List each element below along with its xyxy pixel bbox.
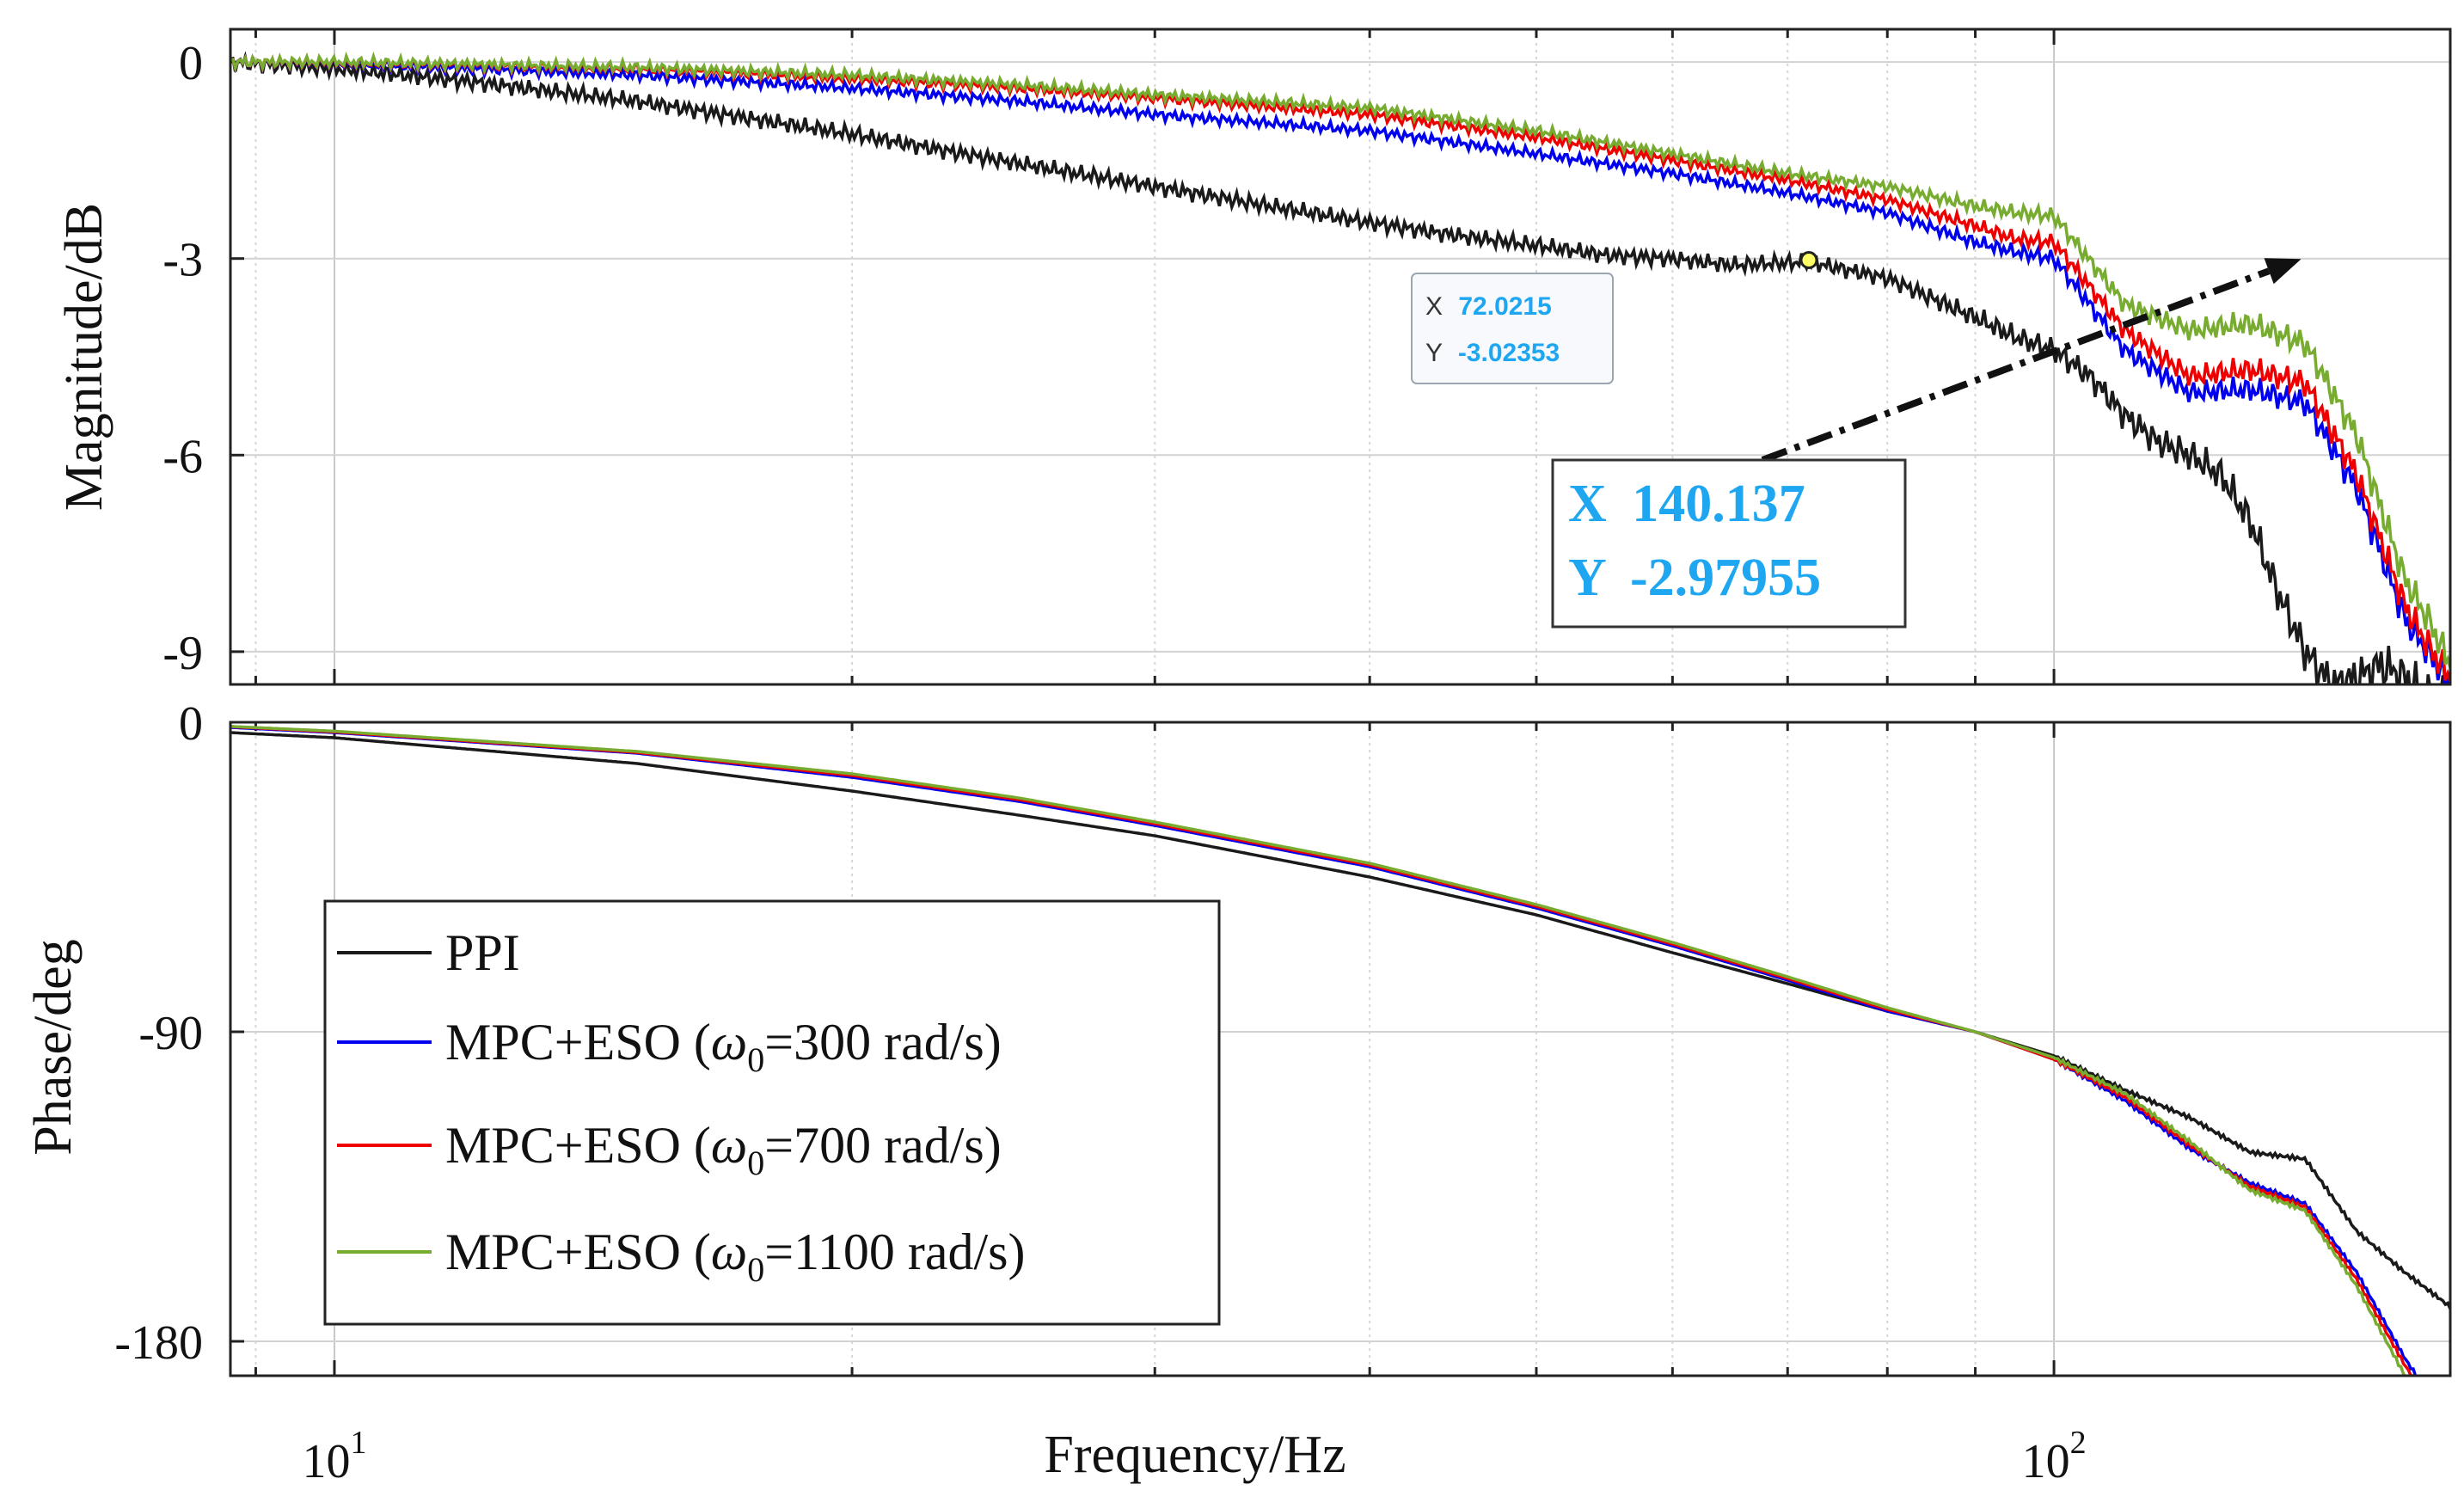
- legend: PPI MPC+ESO (ω0=300 rad/s) MPC+ESO (ω0=7…: [323, 899, 1221, 1326]
- legend-box: [323, 899, 1221, 1326]
- x-axis-label: Frequency/Hz: [1044, 1426, 1345, 1484]
- x-axis-ticks: 101 102: [302, 1425, 2086, 1488]
- mag-series-line-eso1100: [230, 51, 2450, 669]
- legend-eso1100-sub: 0: [747, 1250, 764, 1289]
- datatip-large-x-value: 140.137: [1632, 475, 1805, 533]
- datatip-large-y-label: Y: [1568, 549, 1606, 607]
- x-tick-10-exp: 1: [350, 1425, 366, 1461]
- datatip-large-y-row: Y -2.97955: [1568, 549, 1821, 607]
- datatip-small-y-value: -3.02353: [1458, 339, 1560, 367]
- ph-series-line-ppi: [230, 731, 2450, 1310]
- datatip-large-y-value: -2.97955: [1630, 549, 1821, 607]
- mag-y-tick-label: -9: [162, 627, 203, 680]
- legend-eso300-sub: 0: [747, 1040, 764, 1079]
- magnitude-y-label: Magnitude/dB: [55, 203, 113, 511]
- datatip-small-x-value: 72.0215: [1458, 292, 1551, 321]
- datatip-small[interactable]: X 72.0215 Y -3.02353: [1411, 250, 1818, 384]
- legend-eso1100-symbol: ω: [711, 1224, 747, 1280]
- magnitude-series: [230, 51, 2450, 684]
- legend-label-ppi: PPI: [445, 924, 520, 981]
- ph-y-tick-label: -180: [114, 1316, 203, 1370]
- phase-y-label: Phase/deg: [24, 939, 83, 1155]
- x-tick-label-100: 102: [2022, 1425, 2087, 1488]
- legend-eso1100-suffix: =1100 rad/s): [764, 1224, 1025, 1280]
- ph-series-line-eso1100: [230, 725, 2407, 1376]
- x-tick-100-base: 10: [2022, 1435, 2070, 1488]
- legend-eso700-suffix: =700 rad/s): [764, 1117, 1001, 1174]
- datatip-small-marker[interactable]: [1799, 250, 1818, 269]
- magnitude-axes-box: [229, 28, 2452, 686]
- magnitude-panel: 0 -3 -6 -9 Magnitude/dB X 72.0215 Y -3.0235…: [55, 28, 2452, 686]
- x-tick-10-base: 10: [302, 1435, 350, 1488]
- datatip-large-arrowhead: [2264, 258, 2302, 285]
- phase-axes-box: [229, 721, 2452, 1377]
- phase-y-ticks: 0 -90 -180: [114, 697, 244, 1370]
- legend-eso300-suffix: =300 rad/s): [764, 1014, 1001, 1070]
- legend-eso700-prefix: MPC+ESO (: [445, 1117, 711, 1174]
- datatip-large-box: [1551, 458, 1907, 629]
- ph-y-tick-label: 0: [179, 697, 203, 751]
- phase-panel: 0-90-180 Phase/deg PPI MPC+ESO (ω0=300 r…: [24, 697, 2452, 1377]
- legend-eso300-prefix: MPC+ESO (: [445, 1014, 711, 1070]
- datatip-large-x-label: X: [1568, 475, 1607, 533]
- x-tick-label-10: 101: [302, 1425, 366, 1488]
- phase-series: [230, 725, 2450, 1376]
- legend-eso1100-prefix: MPC+ESO (: [445, 1224, 711, 1280]
- mag-series-line-eso300: [230, 52, 2450, 684]
- magnitude-y-ticks: 0 -3 -6 -9: [162, 37, 244, 680]
- mag-series-line-ppi: [230, 51, 2445, 684]
- datatip-small-x-row: X 72.0215: [1425, 292, 1552, 321]
- mag-y-tick-label: -6: [162, 430, 203, 483]
- datatip-small-y-row: Y -3.02353: [1425, 339, 1560, 367]
- legend-eso300-symbol: ω: [711, 1014, 747, 1070]
- ph-y-tick-label: -90: [138, 1007, 203, 1060]
- datatip-large-x-row: X 140.137: [1568, 475, 1805, 533]
- datatip-small-y-label: Y: [1425, 339, 1443, 367]
- magnitude-plot-area: [230, 29, 2450, 684]
- legend-label-eso700: MPC+ESO (ω0=700 rad/s): [445, 1117, 1002, 1182]
- legend-eso700-sub: 0: [747, 1144, 764, 1182]
- datatip-small-box: [1411, 273, 1614, 384]
- mag-y-tick-label: -3: [162, 234, 203, 287]
- legend-label-eso1100: MPC+ESO (ω0=1100 rad/s): [445, 1224, 1026, 1289]
- datatip-large[interactable]: X 140.137 Y -2.97955: [1551, 258, 2302, 629]
- datatip-small-x-label: X: [1425, 292, 1443, 321]
- datatip-large-arrow: [1761, 267, 2271, 463]
- x-tick-100-exp: 2: [2070, 1425, 2087, 1461]
- legend-eso700-symbol: ω: [711, 1117, 747, 1174]
- mag-y-tick-label: 0: [179, 37, 203, 90]
- legend-label-eso300: MPC+ESO (ω0=300 rad/s): [445, 1014, 1002, 1079]
